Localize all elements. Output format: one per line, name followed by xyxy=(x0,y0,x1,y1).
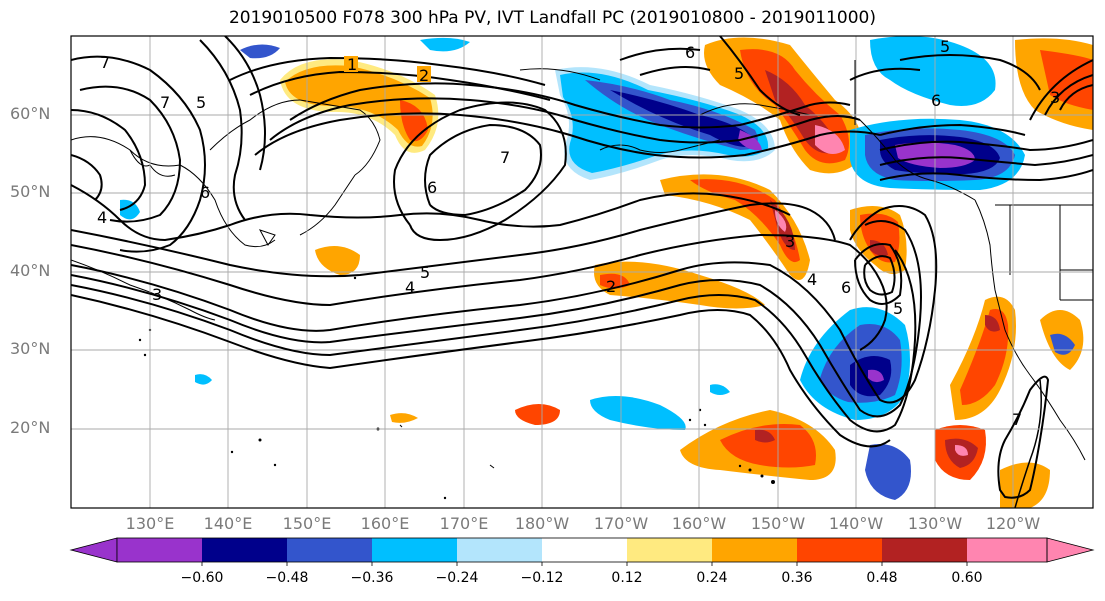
colorbar-tick-2: −0.48 xyxy=(265,570,309,586)
lon-label-150e: 150°E xyxy=(282,514,332,533)
colorbar-outline xyxy=(116,537,1048,563)
colorbar-bin-5 xyxy=(457,538,542,562)
lon-label-130e: 130°E xyxy=(125,514,175,533)
contour-label-3c: 3 xyxy=(1050,88,1060,107)
contour-label-6c: 6 xyxy=(841,278,851,297)
colorbar-bin-1 xyxy=(117,538,202,562)
contour-label-5d: 5 xyxy=(893,299,903,318)
contour-label-7b: 7 xyxy=(160,93,170,112)
contour-label-4: 4 xyxy=(97,208,107,227)
colorbar xyxy=(69,537,1095,566)
contour-label-5c: 5 xyxy=(734,64,744,83)
lon-label-160e: 160°E xyxy=(360,514,410,533)
contour-label-6: 6 xyxy=(200,183,210,202)
contour-label-5e: 5 xyxy=(940,37,950,56)
contour-label-6d: 6 xyxy=(931,91,941,110)
contour-label-5: 5 xyxy=(196,93,206,112)
lon-label-140e: 140°E xyxy=(203,514,253,533)
colorbar-bin-6 xyxy=(542,538,627,562)
anomaly-top-right xyxy=(870,36,1093,131)
contour-label-6e: 6 xyxy=(685,43,695,62)
contour-label-2: 2 xyxy=(419,66,429,85)
contour-label-7: 7 xyxy=(100,53,110,72)
small-anomalies xyxy=(120,37,911,500)
colorbar-bin-8 xyxy=(712,538,797,562)
lon-label-120w: 120°W xyxy=(985,514,1041,533)
lon-label-150w: 150°W xyxy=(750,514,806,533)
map-frame xyxy=(70,35,1094,509)
lon-label-140w: 140°W xyxy=(828,514,884,533)
colorbar-bin-11 xyxy=(967,538,1047,562)
colorbar-bin-2 xyxy=(202,538,287,562)
positive-anomaly-hawaii xyxy=(680,410,836,480)
contour-label-2b: 2 xyxy=(606,277,616,296)
contour-labels: 1 2 2 3 3 3 4 4 4 5 5 5 5 5 6 6 6 6 6 7 … xyxy=(97,37,1060,429)
colorbar-bin-4 xyxy=(372,538,457,562)
colorbar-extend-low xyxy=(69,537,118,563)
colorbar-tick-9: 0.48 xyxy=(866,570,898,586)
colorbar-bin-7 xyxy=(627,538,712,562)
coastlines xyxy=(71,60,1093,508)
positive-anomaly-east xyxy=(935,296,1084,508)
lon-label-160w: 160°W xyxy=(671,514,727,533)
colorbar-tick-7: 0.24 xyxy=(696,570,728,586)
colorbar-bin-9 xyxy=(797,538,882,562)
pv-contours xyxy=(71,36,1093,499)
lon-label-170e: 170°E xyxy=(439,514,489,533)
colorbar-tick-1: −0.60 xyxy=(180,570,224,586)
contour-label-6b: 6 xyxy=(427,178,437,197)
colorbar-bin-3 xyxy=(287,538,372,562)
colorbar-bin-10 xyxy=(882,538,967,562)
contour-label-7c: 7 xyxy=(500,148,510,167)
colorbar-tick-4: −0.24 xyxy=(435,570,479,586)
contour-label-4b: 4 xyxy=(405,278,415,297)
contour-label-5b: 5 xyxy=(420,263,430,282)
contour-label-3b: 3 xyxy=(785,232,795,251)
colorbar-tick-10: 0.60 xyxy=(951,570,983,586)
colorbar-tick-6: 0.12 xyxy=(611,570,643,586)
lat-label-20n: 20°N xyxy=(10,418,51,437)
contour-label-7d: 7 xyxy=(1012,410,1022,429)
negative-anomaly-bering xyxy=(555,67,775,180)
lat-label-30n: 30°N xyxy=(10,339,51,358)
lon-label-130w: 130°W xyxy=(907,514,963,533)
map-title: 2019010500 F078 300 hPa PV, IVT Landfall… xyxy=(228,8,876,28)
contour-label-4c: 4 xyxy=(807,270,817,289)
colorbar-tick-8: 0.36 xyxy=(781,570,813,586)
colorbar-tick-5: −0.12 xyxy=(520,570,564,586)
map-area: 1 2 2 3 3 3 4 4 4 5 5 5 5 5 6 6 6 6 6 7 … xyxy=(71,36,1093,508)
contour-label-1: 1 xyxy=(347,55,357,74)
lat-label-60n: 60°N xyxy=(10,104,51,123)
lat-label-40n: 40°N xyxy=(10,261,51,280)
lon-label-170w: 170°W xyxy=(593,514,649,533)
lon-label-180w: 180°W xyxy=(514,514,570,533)
colorbar-tick-3: −0.36 xyxy=(350,570,394,586)
contour-label-3: 3 xyxy=(152,285,162,304)
colorbar-extend-high xyxy=(1046,537,1095,563)
lat-label-50n: 50°N xyxy=(10,182,51,201)
